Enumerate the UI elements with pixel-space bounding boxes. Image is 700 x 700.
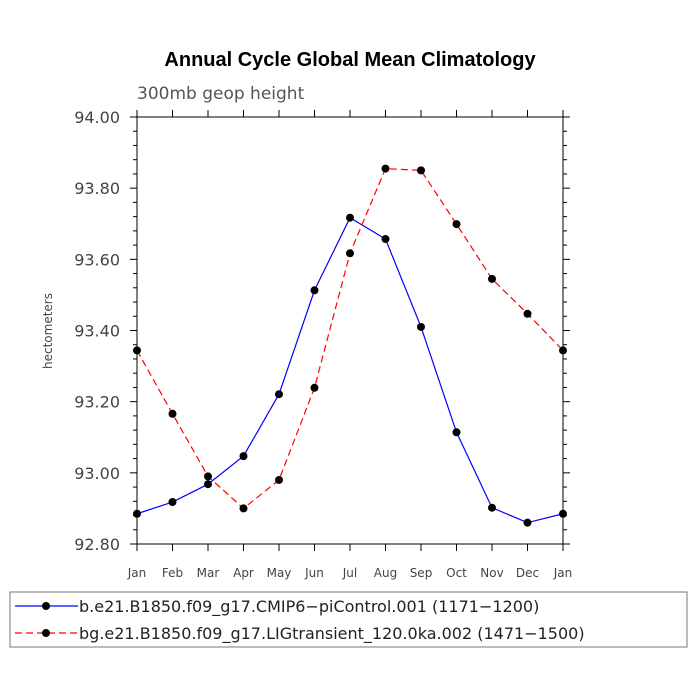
y-tick-label: 93.40 — [74, 322, 120, 341]
series-2-point — [168, 409, 177, 418]
series-2-point — [346, 249, 354, 258]
plot-frame — [136, 116, 564, 545]
x-tick-label: Jun — [304, 566, 324, 580]
x-tick-label: Nov — [480, 566, 503, 580]
y-tick-label: 93.80 — [74, 179, 120, 198]
legend-item-1: b.e21.B1850.f09_g17.CMIP6−piControl.001 … — [15, 597, 539, 617]
series-2-point — [523, 309, 532, 318]
series-1-point — [523, 518, 532, 527]
series-2-point — [239, 504, 248, 513]
series-2-point — [488, 274, 496, 283]
series-1-point — [381, 235, 390, 244]
series-1-point — [559, 509, 567, 518]
x-tick-label: Mar — [197, 566, 220, 580]
y-tick-label: 93.60 — [74, 250, 120, 269]
legend-label-1: b.e21.B1850.f09_g17.CMIP6−piControl.001 … — [79, 597, 539, 617]
y-axis-label: hectometers — [41, 293, 55, 369]
series-2-point — [133, 346, 141, 355]
legend-marker-1 — [42, 602, 50, 610]
axes: Jan Feb Mar Apr May Jun Jul Aug Sep Oct Nov Dec Jan 9… — [74, 108, 572, 580]
x-tick-label: Dec — [516, 566, 539, 580]
legend-box — [9, 591, 688, 648]
series-2-point — [452, 220, 461, 229]
series-2-point — [559, 346, 567, 355]
x-tick-label: Apr — [233, 566, 254, 580]
series-1-point — [133, 509, 141, 518]
x-tick-label: Jan — [553, 566, 573, 580]
series-1-point — [168, 498, 177, 507]
x-tick-label: Oct — [446, 566, 467, 580]
series-2-point — [310, 383, 319, 392]
series-2-point — [381, 164, 390, 173]
chart-subtitle: 300mb geop height — [137, 84, 305, 104]
legend-label-2: bg.e21.B1850.f09_g17.LIGtransient_120.0k… — [79, 624, 585, 644]
series-1-point — [346, 213, 354, 222]
x-tick-label: Jan — [127, 566, 147, 580]
y-tick-label: 94.00 — [74, 108, 120, 127]
series-2-point — [275, 475, 283, 484]
series-line-1 — [136, 216, 564, 524]
y-tick-label: 93.20 — [74, 393, 120, 412]
x-tick-label: Sep — [410, 566, 433, 580]
series-1-point — [452, 428, 461, 437]
x-tick-label: Aug — [374, 566, 397, 580]
legend-item-2: bg.e21.B1850.f09_g17.LIGtransient_120.0k… — [15, 624, 585, 644]
series-group — [133, 164, 567, 527]
x-tick-label: Jul — [342, 566, 357, 580]
y-tick-label: 92.80 — [74, 535, 120, 554]
series-2-point — [204, 472, 212, 481]
series-1-point — [275, 390, 283, 399]
series-2-point — [417, 166, 425, 175]
series-1-point — [488, 503, 496, 512]
series-1-point — [417, 322, 425, 331]
series-1-point — [204, 480, 212, 489]
y-tick-label: 93.00 — [74, 464, 120, 483]
series-1-point — [310, 286, 319, 295]
legend-marker-2 — [42, 629, 50, 637]
series-1-point — [239, 452, 248, 461]
chart-title: Annual Cycle Global Mean Climatology — [164, 49, 536, 71]
x-tick-label: Feb — [162, 566, 183, 580]
x-tick-label: May — [267, 566, 292, 580]
